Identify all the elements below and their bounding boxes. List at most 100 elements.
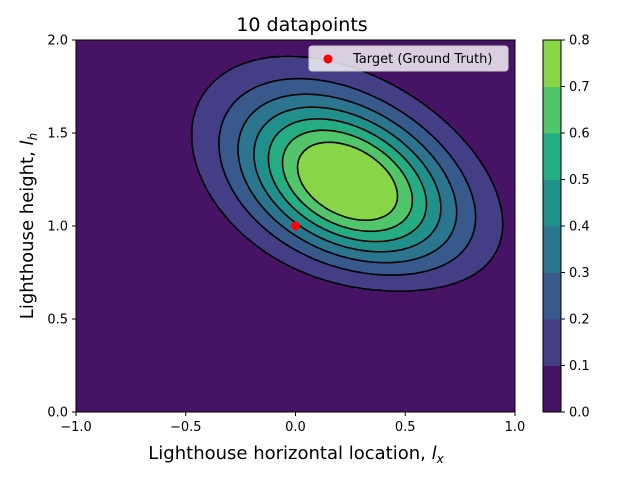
contour-cell — [124, 145, 128, 149]
contour-cell — [124, 265, 128, 269]
contour-cell — [97, 115, 101, 119]
contour-cell — [97, 211, 101, 215]
contour-cell — [97, 307, 101, 311]
contour-cell — [121, 298, 125, 302]
contour-cell — [100, 346, 104, 350]
contour-cell — [100, 127, 104, 131]
contour-cell — [91, 352, 95, 356]
contour-cell — [115, 283, 119, 287]
contour-cell — [109, 55, 113, 59]
contour-cell — [115, 178, 119, 182]
contour-cell — [88, 385, 92, 389]
contour-cell — [124, 91, 128, 95]
contour-cell — [115, 70, 119, 74]
contour-cell — [112, 256, 116, 260]
contour-cell — [118, 292, 122, 296]
contour-cell — [121, 385, 125, 389]
contour-cell — [76, 376, 80, 380]
contour-cell — [97, 400, 101, 404]
contour-cell — [103, 43, 107, 47]
contour-cell — [91, 343, 95, 347]
contour-cell — [118, 91, 122, 95]
contour-cell — [85, 310, 89, 314]
contour-cell — [118, 73, 122, 77]
contour-cell — [121, 217, 125, 221]
contour-cell — [115, 277, 119, 281]
contour-cell — [94, 409, 98, 412]
contour-cell — [97, 310, 101, 314]
contour-cell — [91, 280, 95, 284]
contour-cell — [100, 370, 104, 374]
contour-cell — [121, 388, 125, 392]
contour-cell — [91, 88, 95, 92]
contour-cell — [115, 55, 119, 59]
contour-cell — [115, 343, 119, 347]
contour-cell — [124, 376, 128, 380]
contour-cell — [88, 403, 92, 407]
contour-cell — [88, 115, 92, 119]
contour-cell — [100, 151, 104, 155]
contour-cell — [103, 265, 107, 269]
contour-cell — [127, 388, 131, 392]
contour-cell — [82, 382, 86, 386]
contour-cell — [124, 148, 128, 152]
contour-cell — [85, 385, 89, 389]
contour-cell — [76, 223, 80, 227]
contour-cell — [106, 187, 110, 191]
contour-cell — [79, 346, 83, 350]
contour-cell — [82, 103, 86, 107]
contour-cell — [94, 340, 98, 344]
contour-cell — [118, 181, 122, 185]
contour-cell — [91, 202, 95, 206]
contour-cell — [109, 238, 113, 242]
contour-cell — [97, 256, 101, 260]
contour-cell — [97, 208, 101, 212]
contour-cell — [97, 325, 101, 329]
contour-cell — [97, 283, 101, 287]
contour-cell — [94, 400, 98, 404]
contour-cell — [103, 97, 107, 101]
contour-cell — [103, 196, 107, 200]
contour-cell — [118, 370, 122, 374]
contour-cell — [121, 211, 125, 215]
contour-cell — [115, 157, 119, 161]
contour-cell — [100, 391, 104, 395]
contour-cell — [82, 205, 86, 209]
contour-cell — [106, 205, 110, 209]
contour-cell — [127, 235, 131, 239]
contour-cell — [109, 187, 113, 191]
contour-cell — [91, 385, 95, 389]
contour-cell — [97, 328, 101, 332]
contour-cell — [118, 184, 122, 188]
contour-cell — [121, 286, 125, 290]
contour-cell — [112, 211, 116, 215]
contour-cell — [76, 256, 80, 260]
contour-cell — [100, 91, 104, 95]
contour-cell — [106, 394, 110, 398]
contour-cell — [103, 160, 107, 164]
contour-cell — [115, 190, 119, 194]
contour-cell — [124, 172, 128, 176]
contour-cell — [130, 100, 134, 104]
contour-cell — [85, 352, 89, 356]
contour-cell — [109, 394, 113, 398]
contour-cell — [109, 205, 113, 209]
contour-cell — [103, 280, 107, 284]
contour-cell — [91, 49, 95, 53]
contour-cell — [85, 289, 89, 293]
contour-cell — [94, 301, 98, 305]
contour-cell — [79, 88, 83, 92]
contour-cell — [106, 190, 110, 194]
contour-cell — [85, 373, 89, 377]
contour-cell — [112, 382, 116, 386]
contour-cell — [82, 304, 86, 308]
contour-cell — [124, 232, 128, 236]
contour-cell — [118, 397, 122, 401]
contour-cell — [97, 91, 101, 95]
contour-cell — [82, 292, 86, 296]
contour-cell — [79, 286, 83, 290]
contour-cell — [115, 271, 119, 275]
contour-cell — [124, 220, 128, 224]
contour-cell — [103, 331, 107, 335]
contour-cell — [103, 154, 107, 158]
